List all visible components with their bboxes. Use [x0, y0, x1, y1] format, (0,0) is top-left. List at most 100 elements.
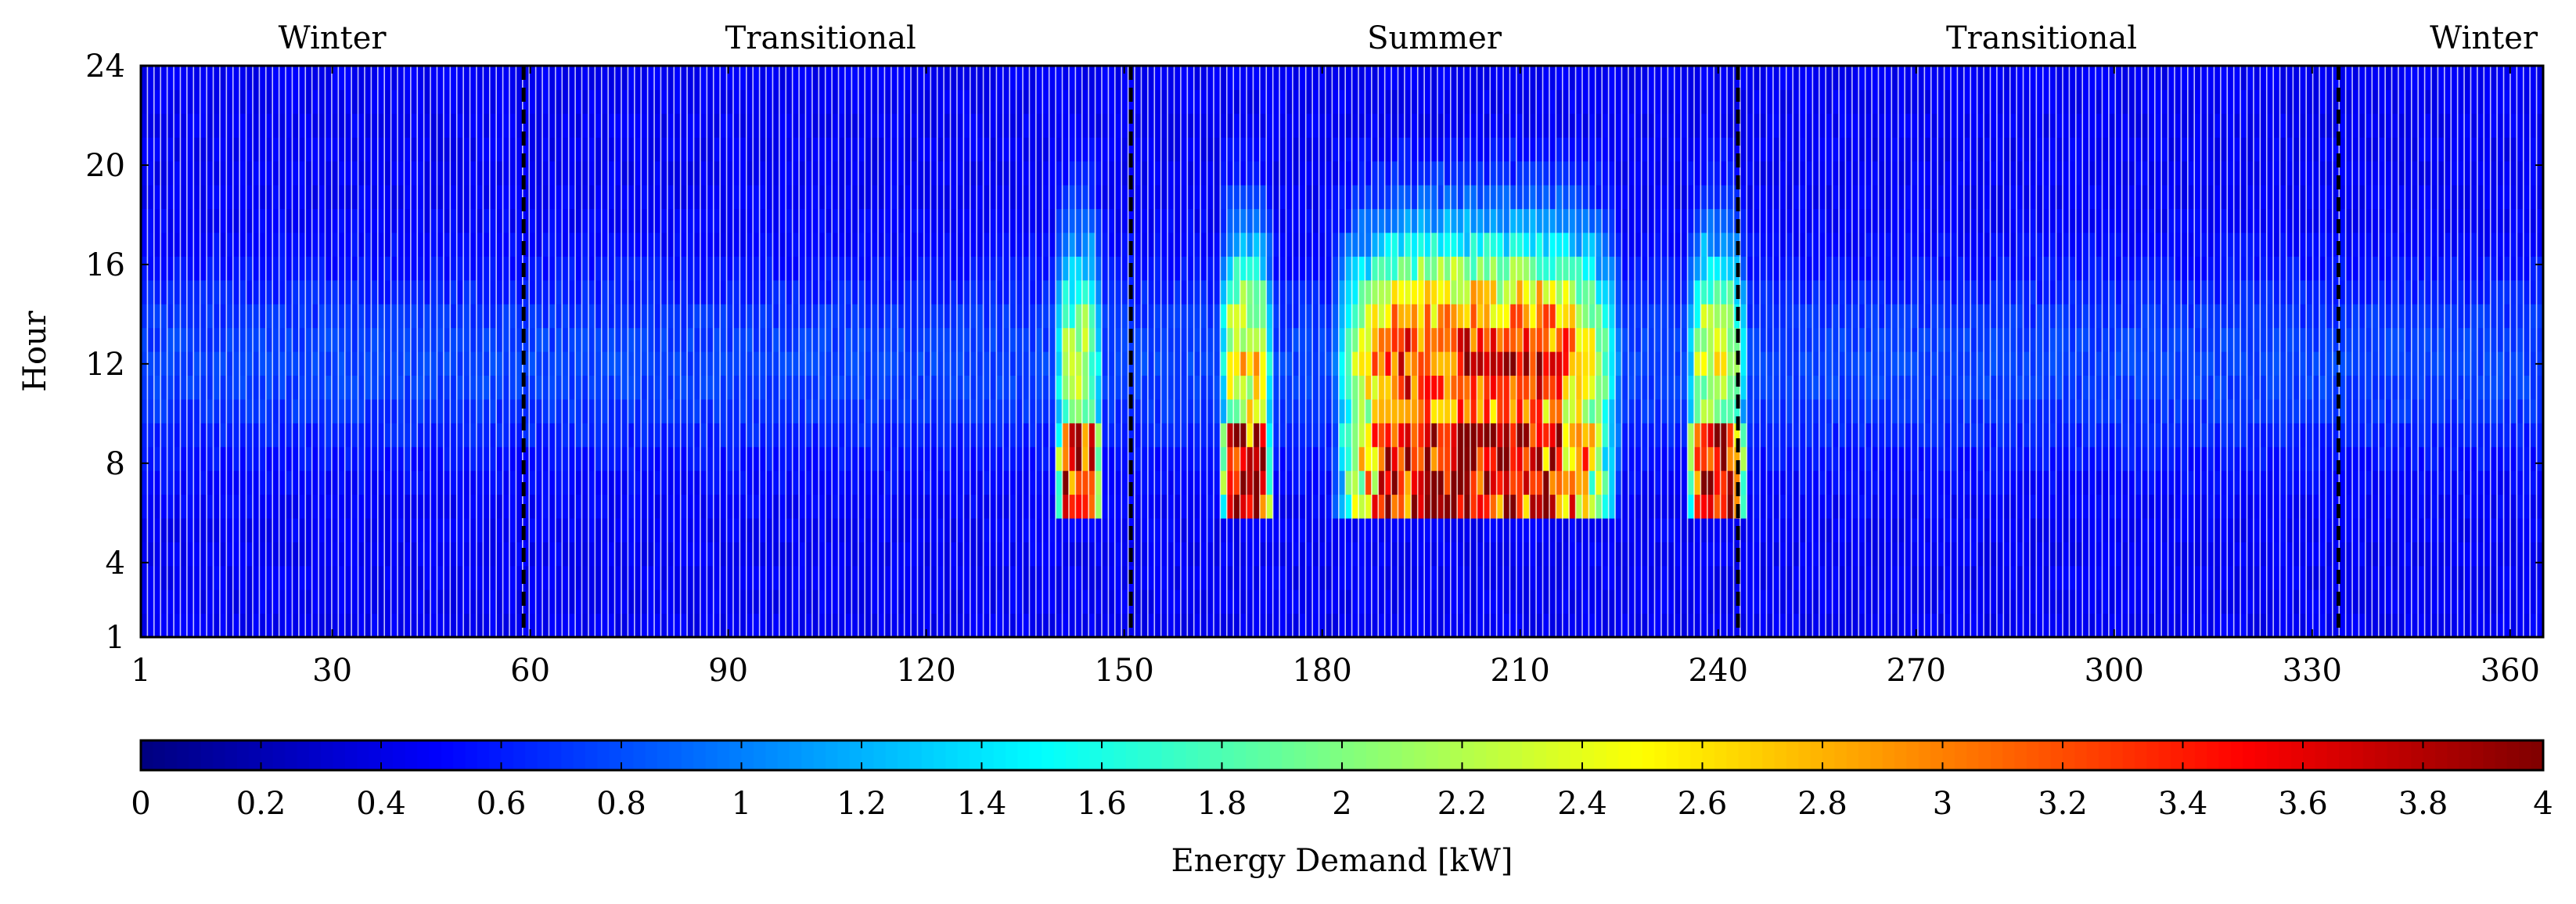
heat-cell [904, 494, 912, 519]
heat-cell [398, 375, 405, 400]
heat-cell [1490, 232, 1498, 257]
heat-cell [358, 232, 365, 257]
heat-cell [1391, 423, 1399, 448]
heat-cell [200, 304, 207, 329]
heat-cell [707, 89, 714, 114]
heat-cell [1338, 256, 1346, 281]
heat-cell [1477, 185, 1484, 210]
heat-cell [153, 232, 161, 257]
heat-cell [595, 66, 603, 91]
heat-cell [568, 279, 576, 304]
heat-cell [1450, 304, 1458, 329]
heat-cell [1345, 232, 1353, 257]
heat-cell [634, 470, 642, 495]
heat-cell [186, 398, 194, 423]
heat-cell [614, 542, 622, 567]
heat-cell [1081, 613, 1089, 638]
heat-cell [1358, 185, 1366, 210]
heat-cell [1391, 542, 1399, 567]
heat-cell [1081, 470, 1089, 495]
heat-cell [562, 327, 570, 352]
heat-cell [911, 137, 919, 162]
heat-cell [213, 613, 221, 638]
heat-cell [990, 613, 998, 638]
heat-cell [174, 327, 182, 352]
heat-cell [713, 375, 721, 400]
heat-cell [799, 160, 807, 185]
heat-cell [496, 613, 504, 638]
heat-cell [1108, 613, 1116, 638]
heat-cell [193, 113, 201, 138]
heat-cell [956, 351, 964, 376]
heat-cell [1108, 327, 1116, 352]
heat-cell [1503, 494, 1511, 519]
heat-cell [753, 517, 761, 542]
heat-cell [1016, 398, 1024, 423]
heat-cell [1259, 256, 1267, 281]
heat-cell [739, 256, 747, 281]
heat-cell [1286, 160, 1293, 185]
heat-cell [1042, 137, 1050, 162]
heat-cell [753, 589, 761, 614]
heat-cell [1193, 185, 1201, 210]
heat-cell [252, 398, 260, 423]
heat-cell [298, 470, 306, 495]
heat-cell [1424, 137, 1432, 162]
heat-cell [1200, 613, 1208, 638]
heat-cell [1023, 423, 1031, 448]
heat-cell [753, 304, 761, 329]
heat-cell [996, 66, 1004, 91]
heat-cell [1160, 375, 1168, 400]
heat-cell [437, 589, 444, 614]
heat-cell [213, 423, 221, 448]
heat-cell [1450, 589, 1458, 614]
heat-cell [977, 113, 984, 138]
heat-cell [904, 137, 912, 162]
heat-cell [621, 494, 629, 519]
heat-cell [535, 470, 543, 495]
heat-cell [555, 565, 563, 590]
heat-cell [1272, 232, 1280, 257]
heat-cell [417, 446, 425, 471]
heat-cell [575, 398, 583, 423]
heat-cell [364, 113, 372, 138]
heat-cell [1233, 542, 1241, 567]
heat-cell [193, 160, 201, 185]
heat-cell [1187, 589, 1195, 614]
heat-cell [476, 446, 484, 471]
heat-cell [1180, 565, 1188, 590]
heat-cell [937, 446, 944, 471]
heat-cell [259, 375, 267, 400]
heat-cell [1503, 232, 1511, 257]
heat-cell [562, 565, 570, 590]
heat-cell [641, 589, 649, 614]
heat-cell [1266, 470, 1274, 495]
heat-cell [1371, 89, 1379, 114]
heat-cell [1457, 232, 1465, 257]
heat-cell [739, 160, 747, 185]
heat-cell [456, 613, 464, 638]
heat-cell [937, 398, 944, 423]
heat-cell [865, 232, 872, 257]
heat-cell [180, 542, 188, 567]
heat-cell [1398, 589, 1405, 614]
heat-cell [1312, 327, 1320, 352]
heat-cell [200, 375, 207, 400]
heat-cell [1023, 517, 1031, 542]
heat-cell [1154, 470, 1162, 495]
heat-cell [377, 232, 385, 257]
heat-cell [970, 470, 977, 495]
heat-cell [1056, 279, 1063, 304]
heat-cell [1424, 565, 1432, 590]
heat-cell [660, 160, 668, 185]
heat-cell [562, 66, 570, 91]
heat-cell [298, 137, 306, 162]
heat-cell [430, 66, 438, 91]
heat-cell [990, 542, 998, 567]
heat-cell [1299, 208, 1307, 233]
heat-cell [818, 232, 826, 257]
heat-cell [680, 589, 688, 614]
heat-cell [1056, 398, 1063, 423]
heat-cell [1325, 66, 1333, 91]
heat-cell [647, 446, 655, 471]
